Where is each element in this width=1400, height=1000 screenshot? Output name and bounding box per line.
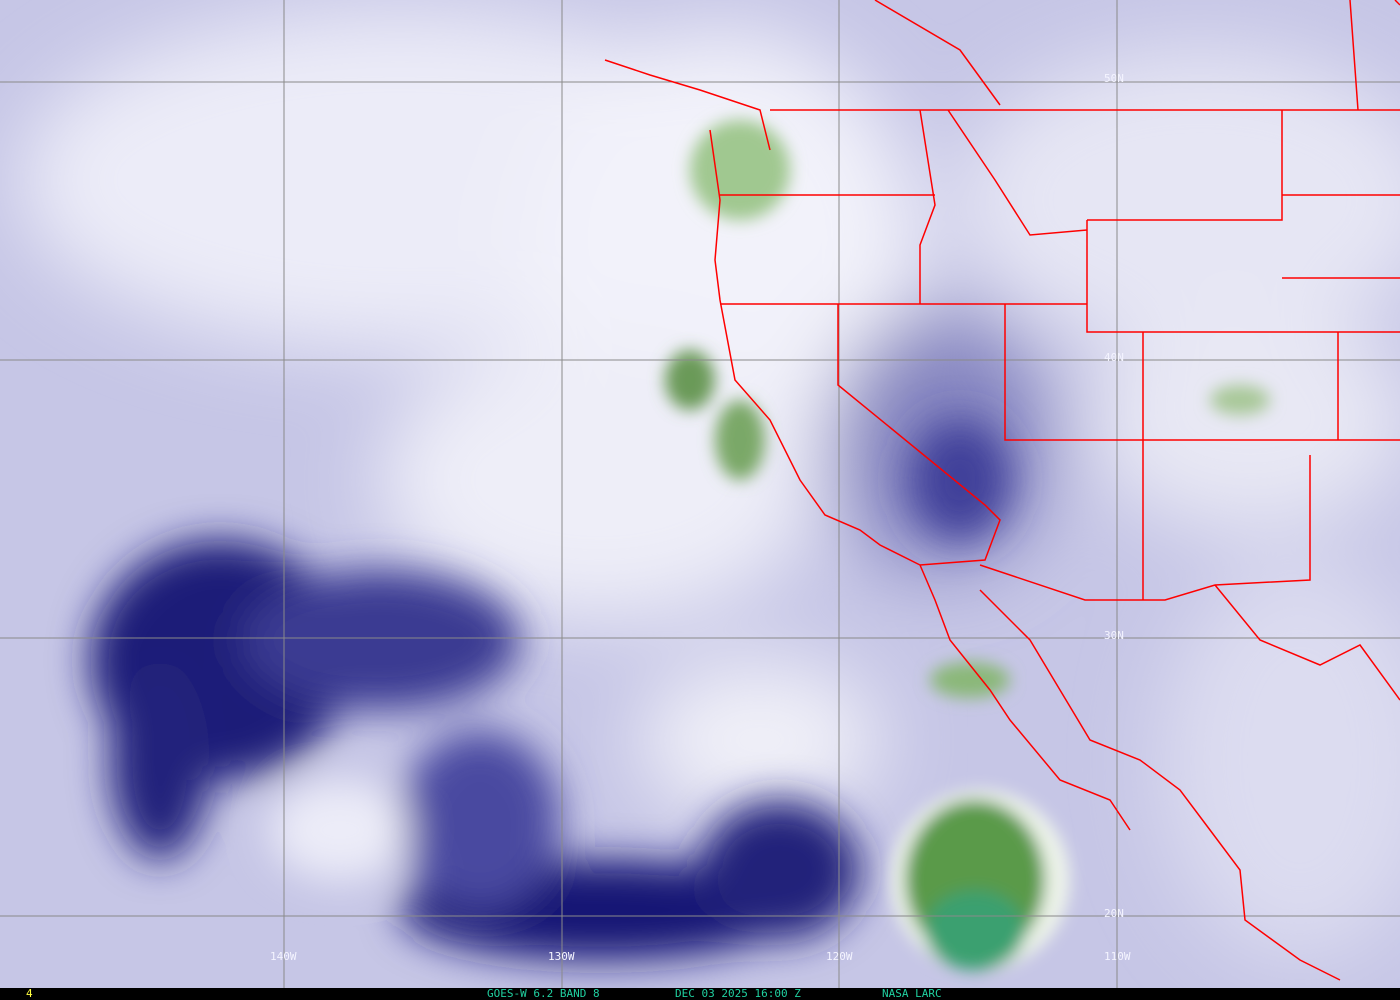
- source-label: NASA LARC: [882, 987, 942, 1000]
- dry-slot: [90, 420, 1010, 960]
- lat-label-20n: 20N: [1104, 907, 1124, 920]
- political-borders: [604, 0, 1400, 981]
- lat-label-30n: 30N: [1104, 629, 1124, 642]
- frame-number: 4: [26, 987, 33, 1000]
- cold-cloud-tops: [665, 120, 1270, 970]
- lat-label-40n: 40N: [1104, 351, 1124, 364]
- lon-label-130w: 130W: [548, 950, 575, 963]
- lon-label-140w: 140W: [270, 950, 297, 963]
- lat-label-50n: 50N: [1104, 72, 1124, 85]
- lon-label-110w: 110W: [1104, 950, 1131, 963]
- timestamp: DEC 03 2025 16:00 Z: [675, 987, 801, 1000]
- moisture-field: [20, 10, 1400, 960]
- info-bar: 4 GOES-W 6.2 BAND 8 DEC 03 2025 16:00 Z …: [0, 988, 1400, 1000]
- lon-label-120w: 120W: [826, 950, 853, 963]
- satellite-band: GOES-W 6.2 BAND 8: [487, 987, 600, 1000]
